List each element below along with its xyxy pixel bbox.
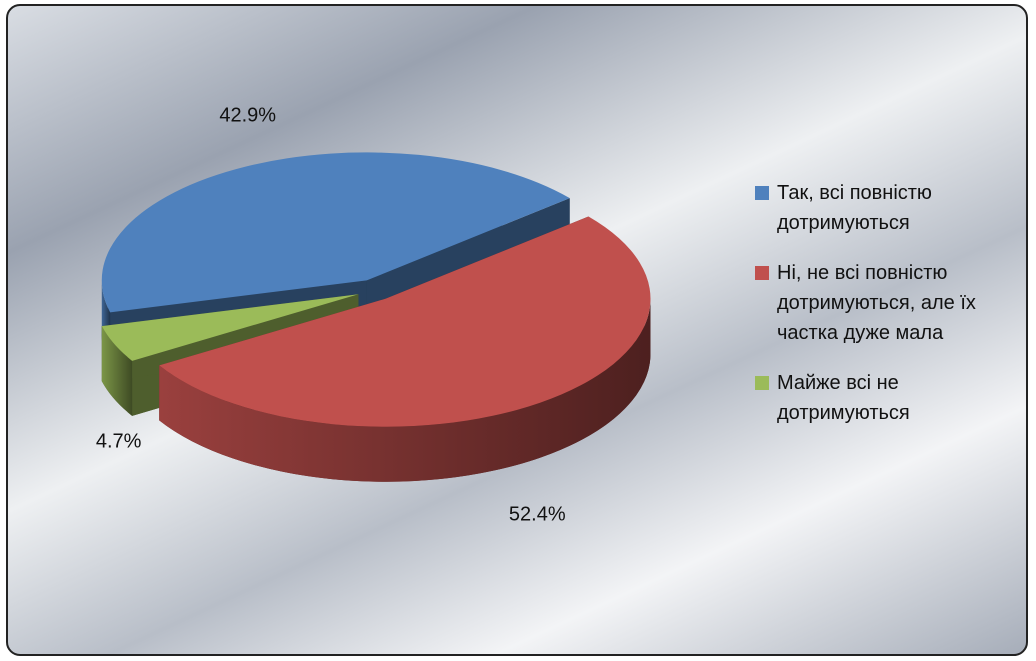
legend-swatch <box>755 376 769 390</box>
slice-wall <box>159 298 651 482</box>
legend-label: Майже всі не дотримуються <box>777 372 910 424</box>
slice <box>101 294 359 361</box>
legend-swatch <box>755 266 769 280</box>
legend-item: Ні, не всі повністю дотримуються, але їх… <box>755 258 1020 348</box>
legend-label: Ні, не всі повністю дотримуються, але їх… <box>777 262 976 344</box>
slice-wall <box>101 326 133 416</box>
legend-swatch <box>755 186 769 200</box>
data-label: 4.7% <box>96 431 142 453</box>
slice-group <box>159 216 651 482</box>
legend: Так, всі повністю дотримуються Ні, не всі… <box>755 178 1020 448</box>
slice <box>101 152 570 313</box>
slice-cut <box>101 294 359 382</box>
legend-label: Так, всі повністю дотримуються <box>777 182 932 234</box>
slice <box>159 216 651 427</box>
legend-item: Майже всі не дотримуються <box>755 368 1020 428</box>
data-label: 52.4% <box>509 504 566 526</box>
legend-item: Так, всі повністю дотримуються <box>755 178 1020 238</box>
data-label: 42.9% <box>219 105 276 127</box>
